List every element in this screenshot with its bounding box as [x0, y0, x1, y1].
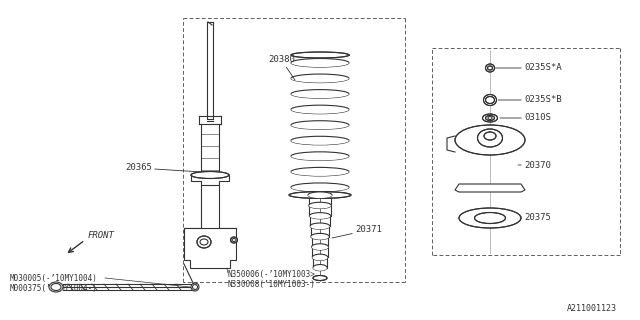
Ellipse shape	[486, 64, 495, 72]
Ellipse shape	[483, 94, 497, 106]
Text: M000375(’10MY1004-): M000375(’10MY1004-)	[10, 284, 98, 293]
Polygon shape	[184, 228, 236, 268]
Text: FRONT: FRONT	[88, 230, 115, 239]
Text: 0235S*A: 0235S*A	[494, 63, 562, 73]
Ellipse shape	[484, 132, 496, 140]
Ellipse shape	[291, 183, 349, 191]
Ellipse shape	[291, 90, 349, 98]
Text: 20371: 20371	[332, 226, 382, 238]
Ellipse shape	[488, 116, 492, 119]
Ellipse shape	[308, 202, 332, 209]
Ellipse shape	[291, 105, 349, 114]
Ellipse shape	[49, 282, 63, 292]
Ellipse shape	[193, 284, 198, 290]
Ellipse shape	[312, 244, 328, 250]
Ellipse shape	[477, 129, 502, 147]
Ellipse shape	[291, 136, 349, 145]
Text: 20365: 20365	[125, 164, 202, 172]
Polygon shape	[455, 184, 525, 192]
Ellipse shape	[311, 233, 329, 240]
Ellipse shape	[191, 283, 199, 291]
Ellipse shape	[483, 114, 497, 122]
Text: 0310S: 0310S	[500, 114, 551, 123]
Ellipse shape	[289, 192, 351, 198]
Ellipse shape	[291, 52, 349, 58]
Ellipse shape	[291, 121, 349, 129]
Ellipse shape	[455, 125, 525, 155]
Ellipse shape	[197, 236, 211, 248]
Ellipse shape	[51, 284, 61, 291]
Ellipse shape	[488, 66, 493, 70]
Ellipse shape	[313, 276, 327, 281]
Ellipse shape	[474, 212, 506, 223]
Ellipse shape	[309, 212, 331, 219]
Ellipse shape	[459, 208, 521, 228]
Text: N330008(’10MY1003-): N330008(’10MY1003-)	[228, 281, 316, 290]
Ellipse shape	[313, 265, 327, 271]
Ellipse shape	[312, 254, 328, 260]
Polygon shape	[191, 175, 229, 185]
Text: A211001123: A211001123	[567, 304, 617, 313]
Text: M030005(-’10MY1004): M030005(-’10MY1004)	[10, 274, 98, 283]
Ellipse shape	[486, 116, 495, 121]
Ellipse shape	[308, 192, 332, 198]
Ellipse shape	[310, 223, 330, 229]
Text: 20380: 20380	[268, 55, 295, 80]
Ellipse shape	[486, 97, 495, 103]
Ellipse shape	[291, 74, 349, 83]
Ellipse shape	[232, 238, 236, 242]
Text: 0235S*B: 0235S*B	[498, 95, 562, 105]
Text: 20375: 20375	[520, 213, 551, 222]
Ellipse shape	[291, 59, 349, 67]
Ellipse shape	[200, 239, 208, 245]
Text: 20370: 20370	[518, 161, 551, 170]
Ellipse shape	[291, 152, 349, 160]
Ellipse shape	[291, 167, 349, 176]
Ellipse shape	[230, 237, 237, 243]
Ellipse shape	[191, 172, 229, 179]
Text: N350006(-’10MY1003>: N350006(-’10MY1003>	[228, 269, 316, 278]
